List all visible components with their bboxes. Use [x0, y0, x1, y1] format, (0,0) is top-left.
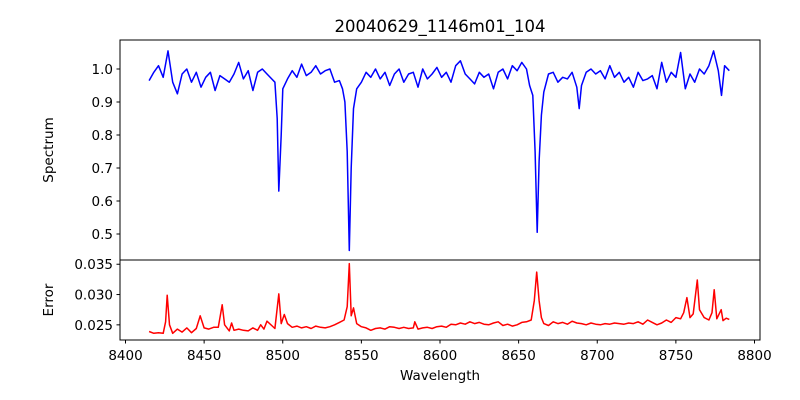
spectrum-y-tick-label: 1.0: [92, 62, 113, 78]
x-tick-label: 8400: [108, 348, 142, 364]
spectrum-y-tick-label: 0.9: [92, 95, 113, 111]
x-tick-label: 8650: [501, 348, 535, 364]
spectrum-y-tick-label: 0.5: [92, 227, 113, 243]
spectrum-y-tick-label: 0.7: [92, 161, 113, 177]
x-tick-label: 8800: [737, 348, 771, 364]
x-axis-label: Wavelength: [400, 368, 480, 384]
x-tick-label: 8500: [266, 348, 300, 364]
error-y-tick-label: 0.030: [74, 288, 113, 304]
spectrum-y-tick-label: 0.8: [92, 128, 113, 144]
error-axes: 0.025 0.030 0.035 8400 8450 8500 8550 8600 8650 8…: [74, 257, 771, 364]
spectrum-series-line: [148, 50, 730, 252]
spectrum-y-tick-label: 0.6: [92, 194, 113, 210]
chart-title: 20040629_1146m01_104: [334, 17, 545, 37]
x-tick-label: 8600: [423, 348, 457, 364]
x-tick-label: 8450: [187, 348, 221, 364]
error-y-tick-label: 0.025: [74, 318, 113, 334]
error-series-line: [148, 262, 730, 335]
y-axis-label-error: Error: [41, 283, 57, 316]
x-tick-label: 8750: [659, 348, 693, 364]
error-y-tick-label: 0.035: [74, 257, 113, 273]
y-axis-label-spectrum: Spectrum: [41, 117, 57, 182]
x-tick-label: 8700: [580, 348, 614, 364]
x-tick-label: 8550: [344, 348, 378, 364]
